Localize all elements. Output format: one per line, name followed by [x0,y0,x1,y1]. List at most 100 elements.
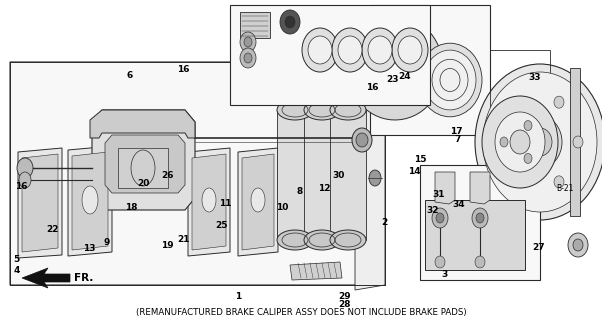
Ellipse shape [516,176,526,188]
Polygon shape [242,154,274,250]
Text: 16: 16 [15,182,27,191]
Text: 29: 29 [338,292,350,301]
Text: 17: 17 [450,127,462,136]
Ellipse shape [475,256,485,268]
Ellipse shape [472,208,488,228]
Ellipse shape [302,28,338,72]
Ellipse shape [428,55,472,105]
Ellipse shape [280,10,300,34]
Ellipse shape [436,64,464,96]
Ellipse shape [356,133,368,147]
Ellipse shape [304,100,340,120]
Ellipse shape [202,188,216,212]
Ellipse shape [524,154,532,164]
Ellipse shape [244,37,252,47]
Polygon shape [90,110,195,138]
Ellipse shape [440,68,460,92]
Ellipse shape [432,208,448,228]
Text: 1: 1 [235,292,241,301]
Bar [230,5,430,105]
Ellipse shape [482,96,558,188]
Text: 25: 25 [216,221,228,230]
Polygon shape [355,62,385,290]
Text: 6: 6 [126,71,132,80]
Ellipse shape [277,100,313,120]
Ellipse shape [524,121,532,131]
Text: 14: 14 [408,167,420,176]
Text: 34: 34 [453,200,465,209]
Ellipse shape [554,96,564,108]
Polygon shape [277,110,313,240]
Ellipse shape [362,28,398,72]
Text: 24: 24 [399,72,411,81]
Ellipse shape [573,136,583,148]
Text: 32: 32 [426,206,438,215]
Text: 2: 2 [381,218,387,227]
Polygon shape [304,110,340,240]
Text: 23: 23 [386,75,399,84]
Ellipse shape [436,213,444,223]
Text: 21: 21 [178,235,190,244]
Ellipse shape [304,230,340,250]
Polygon shape [435,172,455,204]
Polygon shape [18,148,62,258]
Text: 9: 9 [104,238,110,247]
Ellipse shape [277,230,313,250]
Ellipse shape [330,100,366,120]
Text: 12: 12 [318,184,330,193]
Text: 3: 3 [441,270,447,279]
Polygon shape [330,110,366,240]
Polygon shape [22,154,58,252]
Ellipse shape [424,50,476,110]
Text: 7: 7 [455,135,461,144]
Polygon shape [188,148,230,256]
Text: B-21: B-21 [556,184,573,193]
Ellipse shape [476,213,484,223]
Text: 16: 16 [178,65,190,74]
Polygon shape [353,16,443,120]
Text: 26: 26 [161,171,173,180]
Text: 4: 4 [14,266,20,275]
Ellipse shape [510,130,530,154]
Text: FR.: FR. [74,273,93,283]
Ellipse shape [432,59,468,101]
Ellipse shape [392,28,428,72]
Ellipse shape [251,188,265,212]
Polygon shape [72,152,108,250]
Bar [118,148,168,188]
Ellipse shape [497,136,507,148]
Polygon shape [290,262,342,280]
Polygon shape [10,62,385,285]
Text: 5: 5 [14,255,20,264]
Text: 15: 15 [414,155,426,164]
Text: 13: 13 [83,244,95,253]
Ellipse shape [82,186,98,214]
Text: 16: 16 [366,83,378,92]
Ellipse shape [398,36,422,64]
Text: 22: 22 [47,225,59,234]
Text: 11: 11 [220,199,232,208]
Polygon shape [240,12,270,38]
Ellipse shape [285,16,295,28]
Ellipse shape [554,176,564,188]
Ellipse shape [244,53,252,63]
Text: 30: 30 [332,171,344,180]
Text: 31: 31 [432,190,444,199]
Ellipse shape [240,48,256,68]
Ellipse shape [332,28,368,72]
Ellipse shape [483,72,597,212]
Ellipse shape [500,137,508,147]
Text: 27: 27 [533,243,545,252]
Ellipse shape [368,36,392,64]
Ellipse shape [568,233,588,257]
Text: 10: 10 [276,203,288,212]
Polygon shape [22,268,70,288]
Ellipse shape [240,32,256,52]
Polygon shape [68,146,112,256]
Ellipse shape [516,96,526,108]
Ellipse shape [352,128,372,152]
Bar [420,165,540,280]
Ellipse shape [573,239,583,251]
Ellipse shape [518,116,562,168]
Text: (REMANUFACTURED BRAKE CALIPER ASSY DOES NOT INCLUDE BRAKE PADS): (REMANUFACTURED BRAKE CALIPER ASSY DOES … [135,308,467,317]
